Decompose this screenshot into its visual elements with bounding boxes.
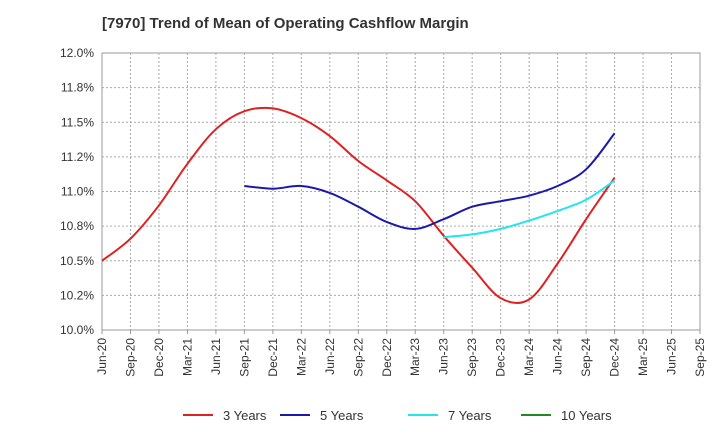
x-tick-label: Jun-20 — [95, 338, 109, 375]
legend-label: 10 Years — [561, 408, 612, 423]
legend-label: 5 Years — [320, 408, 364, 423]
series-line-3 — [443, 179, 616, 239]
legend-label: 7 Years — [448, 408, 492, 423]
x-tick-label: Dec-23 — [494, 338, 508, 377]
series-line-2 — [244, 132, 616, 230]
y-tick-label: 11.2% — [61, 150, 94, 164]
x-tick-label: Mar-22 — [294, 338, 308, 376]
y-tick-label: 11.8% — [61, 81, 94, 95]
y-tick-label: 12.0% — [60, 46, 94, 60]
x-tick-label: Jun-21 — [209, 338, 223, 375]
x-tick-label: Jun-22 — [323, 338, 337, 375]
x-tick-label: Mar-23 — [408, 338, 422, 376]
series-line-1 — [101, 106, 616, 305]
x-tick-label: Mar-24 — [522, 338, 536, 376]
x-tick-label: Dec-24 — [608, 338, 622, 377]
y-axis-ticks: 12.0% 11.8% 11.5% 11.2% 11.0% 10.8% 10.5% 10.2%… — [60, 46, 94, 337]
chart-title: [7970] Trend of Mean of Operating Cashfl… — [102, 15, 469, 32]
y-tick-label: 10.2% — [60, 288, 94, 302]
y-tick-label: 10.8% — [60, 219, 94, 233]
x-tick-label: Sep-24 — [579, 338, 593, 377]
legend-label: 3 Years — [223, 408, 267, 423]
y-tick-label: 10.5% — [60, 254, 94, 268]
legend: 3 Years 5 Years 7 Years 10 Years — [183, 408, 612, 423]
x-tick-label: Dec-22 — [380, 338, 394, 377]
x-tick-label: Jun-23 — [437, 338, 451, 375]
x-tick-label: Sep-21 — [237, 338, 251, 377]
x-tick-label: Jun-25 — [665, 338, 679, 375]
series-layer — [101, 106, 616, 305]
y-tick-label: 10.0% — [60, 323, 94, 337]
x-tick-label: Mar-21 — [180, 338, 194, 376]
x-tick-label: Dec-20 — [152, 338, 166, 377]
y-tick-label: 11.0% — [61, 185, 94, 199]
x-tick-label: Dec-21 — [266, 338, 280, 377]
x-tick-label: Jun-24 — [551, 338, 565, 375]
x-tick-label: Sep-20 — [123, 338, 137, 377]
x-tick-label: Sep-22 — [351, 338, 365, 377]
x-axis-ticks: Jun-20 Sep-20 Dec-20 Mar-21 Jun-21 Sep-21 Dec-… — [95, 330, 707, 377]
x-tick-label: Mar-25 — [636, 338, 650, 376]
y-tick-label: 11.5% — [61, 115, 94, 129]
x-tick-label: Sep-25 — [693, 338, 707, 377]
x-tick-label: Sep-23 — [465, 338, 479, 377]
